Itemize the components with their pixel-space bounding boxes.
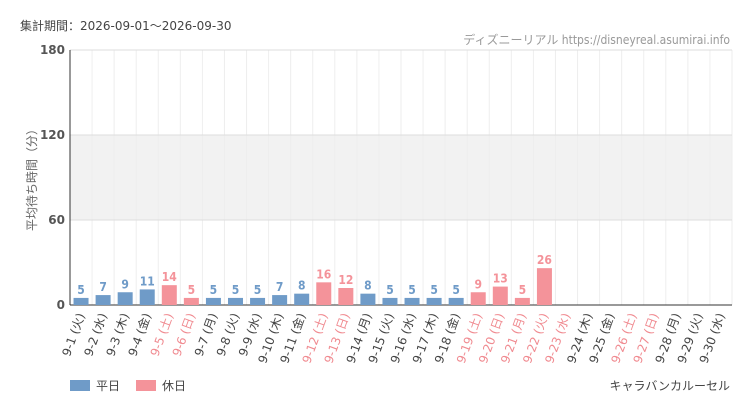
legend-swatch [136, 380, 156, 391]
bar [448, 297, 464, 305]
bar [228, 297, 243, 305]
bar [470, 292, 486, 305]
value-label: 26 [537, 253, 552, 267]
bar [492, 286, 508, 305]
legend-label: 平日 [96, 379, 120, 393]
bar [536, 268, 552, 305]
value-label: 11 [140, 274, 155, 288]
y-tick-label: 120 [40, 128, 65, 142]
value-label: 5 [430, 283, 438, 297]
legend-swatch [70, 380, 90, 391]
value-label: 16 [316, 267, 331, 281]
value-label: 13 [493, 272, 508, 286]
value-label: 8 [298, 279, 306, 293]
y-tick-label: 60 [48, 213, 65, 227]
legend-label: 休日 [162, 379, 186, 393]
bar [183, 297, 199, 305]
y-axis-label: 平均待ち時間（分） [25, 123, 39, 231]
bar [404, 297, 420, 305]
value-label: 5 [77, 283, 85, 297]
attraction-name: キャラバンカルーセル [610, 379, 730, 393]
value-label: 9 [121, 277, 129, 291]
value-label: 9 [474, 277, 482, 291]
value-label: 7 [276, 280, 284, 294]
value-label: 8 [364, 279, 372, 293]
value-label: 7 [99, 280, 107, 294]
value-label: 5 [188, 283, 196, 297]
period-header: 集計期間：2026-09-01～2026-09-30 [20, 18, 231, 33]
bar [316, 282, 332, 305]
bar [73, 297, 89, 305]
bar [205, 297, 221, 305]
y-tick-label: 0 [57, 298, 65, 312]
bar [272, 295, 288, 305]
value-label: 5 [386, 283, 394, 297]
value-label: 12 [338, 273, 353, 287]
value-label: 5 [254, 283, 262, 297]
value-label: 5 [408, 283, 416, 297]
bar [250, 297, 266, 305]
source: ディズニーリアル https://disneyreal.asumirai.inf… [463, 32, 730, 47]
bar [338, 288, 354, 305]
value-label: 5 [452, 283, 460, 297]
bar [117, 292, 133, 305]
value-label: 5 [232, 283, 240, 297]
bar [514, 297, 530, 305]
bar [382, 297, 398, 305]
value-label: 5 [519, 283, 527, 297]
y-tick-label: 180 [40, 43, 65, 57]
bar [360, 293, 376, 305]
bar [161, 285, 177, 305]
bar [95, 295, 111, 305]
value-label: 14 [162, 270, 178, 284]
value-label: 5 [210, 283, 218, 297]
bar [426, 297, 442, 305]
bar [294, 293, 310, 305]
bar [139, 289, 155, 305]
